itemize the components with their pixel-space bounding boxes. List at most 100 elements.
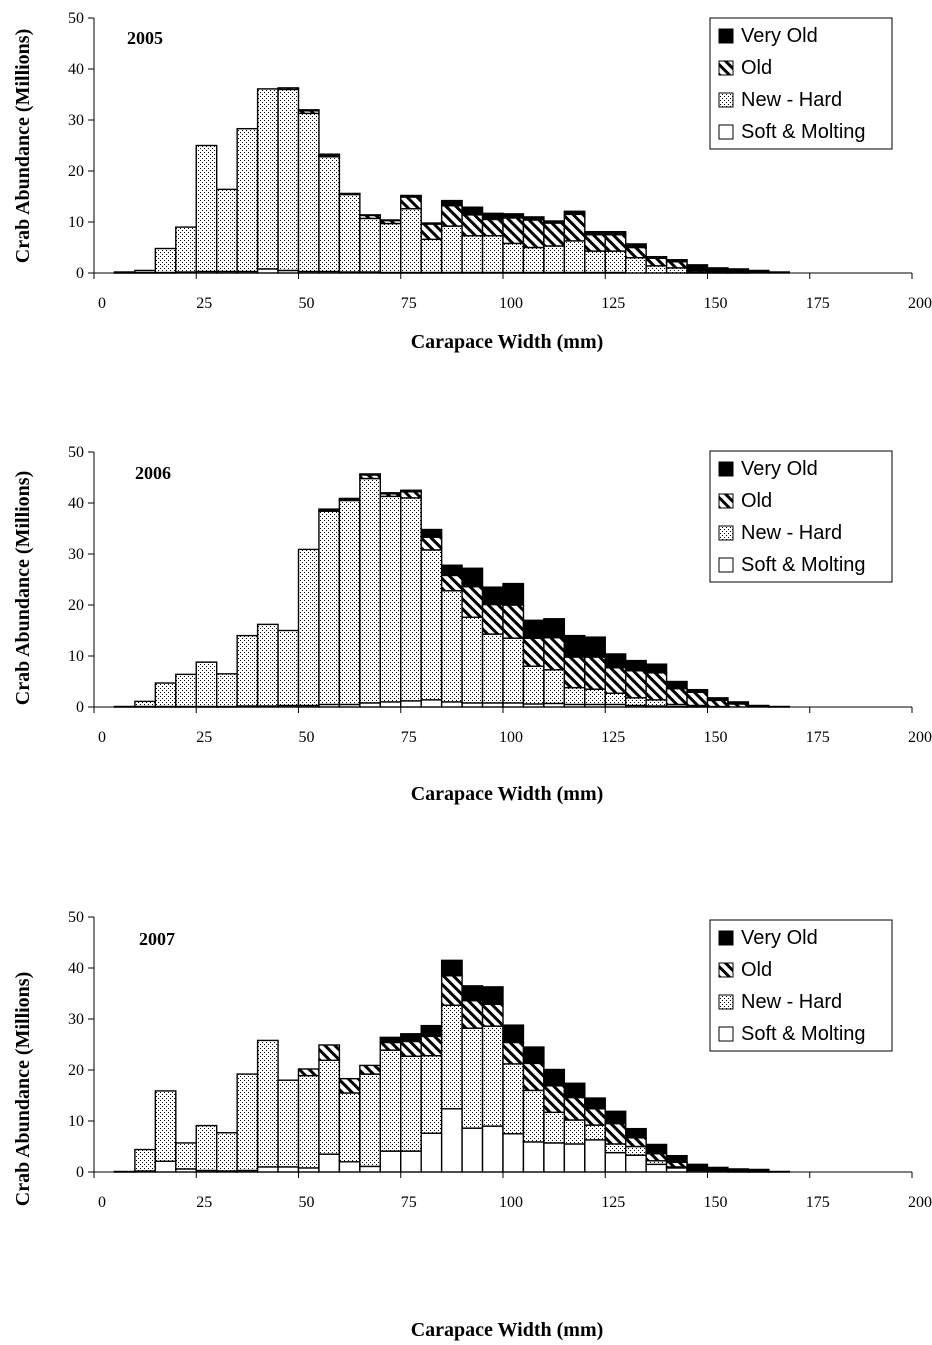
x-tick-label: 150	[704, 295, 728, 312]
bar-old	[584, 234, 606, 252]
bar-new-hard	[379, 222, 402, 274]
legend-swatch-new-hard	[718, 92, 734, 108]
bar-very-old	[625, 243, 647, 249]
bar-new-hard	[236, 634, 259, 707]
bar-soft-molting	[584, 1139, 606, 1173]
bar-old	[338, 1077, 361, 1094]
bar-soft-molting	[502, 1133, 525, 1173]
x-tick-label: 150	[704, 729, 728, 746]
bar-old	[440, 974, 463, 1006]
x-axis-title: Carapace Width (mm)	[411, 331, 604, 353]
bar-very-old	[318, 508, 341, 511]
bar-old	[522, 219, 545, 249]
bar-new-hard	[665, 267, 688, 274]
bar-new-hard	[584, 1124, 606, 1141]
y-tick-label: 10	[68, 1113, 84, 1130]
legend-label-old: Old	[741, 490, 772, 512]
bar-very-old	[420, 1024, 443, 1038]
bar-very-old	[706, 697, 729, 702]
legend-label-very-old: Very Old	[741, 458, 818, 480]
bar-old	[522, 637, 545, 667]
bar-very-old	[665, 259, 688, 263]
bar-new-hard	[318, 510, 341, 706]
x-tick-label: 125	[601, 1194, 625, 1211]
bar-new-hard	[604, 250, 627, 274]
bar-very-old	[359, 214, 382, 217]
bar-very-old	[461, 985, 484, 1002]
bar-old	[461, 214, 484, 237]
bar-old	[502, 217, 525, 245]
bar-new-hard	[543, 245, 566, 274]
bar-very-old	[584, 1097, 606, 1110]
bar-very-old	[625, 659, 647, 672]
y-tick-label: 0	[76, 699, 84, 716]
bar-very-old	[502, 213, 525, 219]
y-axis-title: Crab Abundance (Millions)	[12, 29, 34, 263]
bar-very-old	[727, 268, 750, 274]
x-tick-label: 75	[401, 1194, 417, 1211]
bar-very-old	[379, 1036, 402, 1044]
x-axis-title: Carapace Width (mm)	[411, 783, 604, 805]
bar-new-hard	[175, 226, 197, 273]
bar-old	[481, 1003, 504, 1027]
bar-new-hard	[175, 673, 197, 708]
bar-very-old	[400, 1033, 422, 1043]
bar-old	[522, 1062, 545, 1092]
x-tick-label: 175	[806, 1194, 830, 1211]
bar-new-hard	[154, 247, 177, 274]
bar-soft-molting	[461, 1127, 484, 1173]
bar-very-old	[686, 1163, 709, 1171]
bar-new-hard	[502, 1063, 525, 1135]
bar-very-old	[563, 634, 586, 658]
bar-old	[440, 204, 463, 227]
bar-very-old	[584, 230, 606, 236]
bar-very-old	[522, 216, 545, 221]
bar-very-old	[440, 199, 463, 207]
x-tick-label: 25	[196, 295, 212, 312]
bar-old	[318, 1044, 341, 1062]
bar-soft-molting	[645, 1163, 668, 1173]
x-tick-label: 200	[908, 729, 932, 746]
panel-year-label: 2007	[139, 929, 175, 949]
bar-old	[563, 656, 586, 689]
legend-swatch-soft-molting	[718, 557, 734, 573]
bars	[113, 87, 790, 274]
legend-swatch-new-hard	[718, 994, 734, 1010]
bar-very-old	[625, 1127, 647, 1139]
bars	[113, 473, 790, 708]
bar-very-old	[338, 192, 361, 195]
bar-new-hard	[195, 144, 218, 273]
bar-soft-molting	[420, 699, 443, 708]
bar-very-old	[338, 497, 361, 501]
bar-old	[645, 1152, 668, 1162]
bar-new-hard	[481, 235, 504, 274]
bar-soft-molting	[400, 700, 422, 708]
bar-old	[604, 667, 627, 694]
bar-new-hard	[236, 127, 259, 273]
bar-very-old	[440, 564, 463, 577]
bar-new-hard	[318, 1059, 341, 1155]
y-tick-label: 20	[68, 597, 84, 614]
bar-new-hard	[134, 1148, 157, 1172]
x-tick-label: 75	[401, 295, 417, 312]
bar-old	[461, 999, 484, 1029]
bar-new-hard	[359, 1073, 382, 1168]
bar-soft-molting	[154, 1160, 177, 1173]
bar-very-old	[747, 1168, 770, 1173]
bar-old	[400, 196, 422, 210]
bar-new-hard	[440, 225, 463, 274]
bar-soft-molting	[625, 1154, 647, 1173]
legend-label-new-hard: New - Hard	[741, 89, 842, 111]
bar-new-hard	[522, 246, 545, 274]
y-tick-label: 50	[68, 10, 84, 27]
bar-very-old	[665, 680, 688, 690]
bar-very-old	[297, 109, 320, 112]
bar-old	[706, 699, 729, 708]
bar-very-old	[645, 663, 668, 674]
bar-new-hard	[502, 637, 525, 704]
bar-old	[665, 261, 688, 269]
bar-new-hard	[379, 495, 402, 703]
bar-old	[461, 585, 484, 618]
legend-swatch-soft-molting	[718, 1026, 734, 1042]
bar-very-old	[563, 210, 586, 216]
